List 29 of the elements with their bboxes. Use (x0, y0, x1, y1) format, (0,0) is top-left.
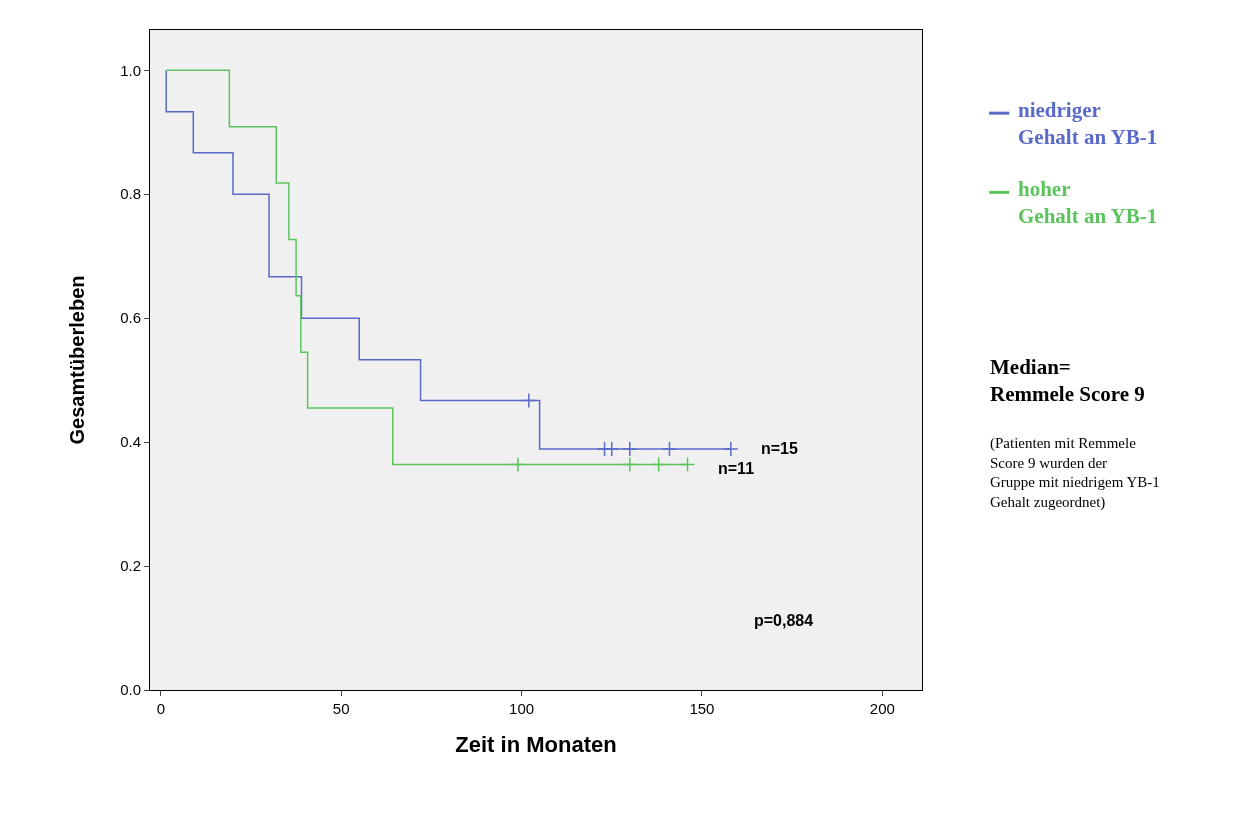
legend-label: hoher Gehalt an YB-1 (1018, 177, 1158, 229)
y-tick-label: 0.4 (120, 433, 141, 451)
x-axis-title: Zeit in Monaten (455, 731, 617, 757)
y-tick-label: 0.8 (120, 185, 141, 203)
x-tick-label: 100 (509, 700, 535, 717)
annotation: n=15 (761, 440, 799, 457)
y-axis-title: Gesamtüberleben (65, 275, 88, 445)
point (622, 441, 638, 457)
x-tick-label: 150 (689, 700, 715, 717)
text: (Patienten mit Remmele Score 9 wurden der Gruppe mit niedrigem YB-1 Gehalt zugeordnet) (990, 435, 1160, 511)
point (622, 456, 638, 473)
point (650, 456, 667, 473)
annotation: n=11 (718, 460, 755, 477)
point (661, 441, 678, 457)
y-tick-label: 0.2 (120, 557, 141, 575)
point (521, 392, 537, 409)
legend-label: niedriger Gehalt an YB-1 (1018, 98, 1158, 150)
point (510, 456, 526, 473)
y-tick-label: 0.6 (120, 309, 141, 327)
point (604, 441, 620, 457)
y-tick-label: 1.0 (120, 61, 141, 79)
point (679, 456, 696, 473)
x-tick-label: 200 (869, 700, 895, 717)
text: Median= Remmele Score 9 (990, 355, 1145, 407)
x-tick-label: 0 (156, 700, 165, 717)
y-tick-label: 0.0 (120, 681, 141, 699)
annotation: p=0,884 (754, 612, 814, 629)
x-tick-label: 50 (332, 700, 350, 717)
point (723, 441, 739, 457)
